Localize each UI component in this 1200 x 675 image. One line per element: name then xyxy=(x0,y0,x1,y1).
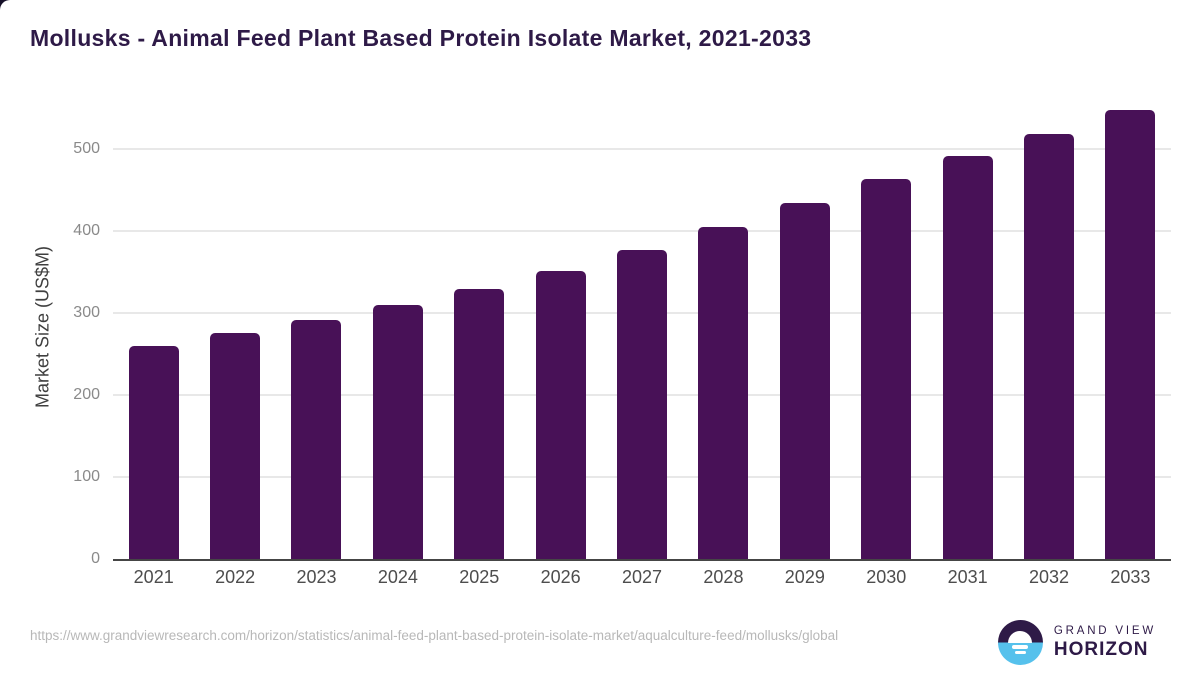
bar-2027[interactable] xyxy=(617,250,668,559)
y-tick-label-300: 300 xyxy=(73,303,100,321)
bar-slot-2029 xyxy=(764,100,845,559)
y-tick-label-200: 200 xyxy=(73,385,100,403)
y-tick-label-500: 500 xyxy=(73,139,100,157)
x-tick-label-2029: 2029 xyxy=(784,567,825,587)
bar-slot-2021 xyxy=(113,100,194,559)
y-tick-label-400: 400 xyxy=(73,221,100,239)
plot-area xyxy=(113,100,1171,561)
bar-slot-2027 xyxy=(601,100,682,559)
bar-slot-2022 xyxy=(194,100,275,559)
bar-2029[interactable] xyxy=(779,202,830,559)
source-url: https://www.grandviewresearch.com/horizo… xyxy=(30,628,839,643)
x-tick-label-2025: 2025 xyxy=(459,567,500,587)
bar-slot-2024 xyxy=(357,100,438,559)
bar-slot-2030 xyxy=(846,100,927,559)
bar-2025[interactable] xyxy=(454,289,505,559)
bar-slot-2031 xyxy=(927,100,1008,559)
bar-2024[interactable] xyxy=(372,305,423,559)
bar-2030[interactable] xyxy=(861,179,912,559)
x-tick-label-2031: 2031 xyxy=(947,567,988,587)
gridline-400 xyxy=(113,229,1171,232)
brand-wordmark: GRAND VIEW HORIZON xyxy=(1054,625,1156,661)
bar-2021[interactable] xyxy=(128,345,179,559)
x-axis-tick-labels: 2021 2022 2023 2024 2025 2026 2027 2028 2029 2030… xyxy=(113,567,1171,588)
y-tick-label-100: 100 xyxy=(73,467,100,485)
x-tick-label-2021: 2021 xyxy=(133,567,174,587)
grand-view-horizon-logo: GRAND VIEW HORIZON xyxy=(997,620,1156,665)
y-axis-label: Market Size (US$M) xyxy=(32,245,53,409)
gridline-500 xyxy=(113,147,1171,150)
x-tick-label-2032: 2032 xyxy=(1028,567,1070,587)
chart-title: Mollusks - Animal Feed Plant Based Prote… xyxy=(30,25,812,51)
x-tick-label-2027: 2027 xyxy=(622,567,663,587)
x-tick-label-2033: 2033 xyxy=(1110,567,1151,587)
bar-2023[interactable] xyxy=(291,320,342,559)
x-tick-label-2028: 2028 xyxy=(703,567,744,587)
brand-name-bottom: HORIZON xyxy=(1053,638,1149,660)
horizon-sunrise-icon xyxy=(997,620,1043,665)
y-tick-label-0: 0 xyxy=(91,550,100,567)
bar-2033[interactable] xyxy=(1105,110,1156,559)
bar-slot-2026 xyxy=(520,100,601,559)
bar-slot-2033 xyxy=(1090,100,1171,559)
bar-series xyxy=(113,100,1171,559)
bar-2032[interactable] xyxy=(1023,133,1074,559)
bar-slot-2028 xyxy=(683,100,764,559)
bar-slot-2025 xyxy=(439,100,520,559)
bar-2028[interactable] xyxy=(698,226,749,559)
horizon-stripe-1 xyxy=(1012,644,1029,649)
x-tick-label-2024: 2024 xyxy=(377,567,418,587)
bar-slot-2032 xyxy=(1008,100,1089,559)
bar-slot-2023 xyxy=(276,100,357,559)
x-tick-label-2023: 2023 xyxy=(296,567,337,587)
brand-name-top: GRAND VIEW xyxy=(1053,624,1156,637)
x-tick-label-2030: 2030 xyxy=(866,567,907,587)
x-tick-label-2022: 2022 xyxy=(215,567,256,587)
horizon-stripe-2 xyxy=(1014,651,1026,654)
bar-2031[interactable] xyxy=(942,156,993,559)
x-tick-label-2026: 2026 xyxy=(540,567,581,587)
bar-2026[interactable] xyxy=(535,270,586,559)
bar-2022[interactable] xyxy=(210,333,261,559)
sun-dome-shape xyxy=(1008,630,1033,643)
